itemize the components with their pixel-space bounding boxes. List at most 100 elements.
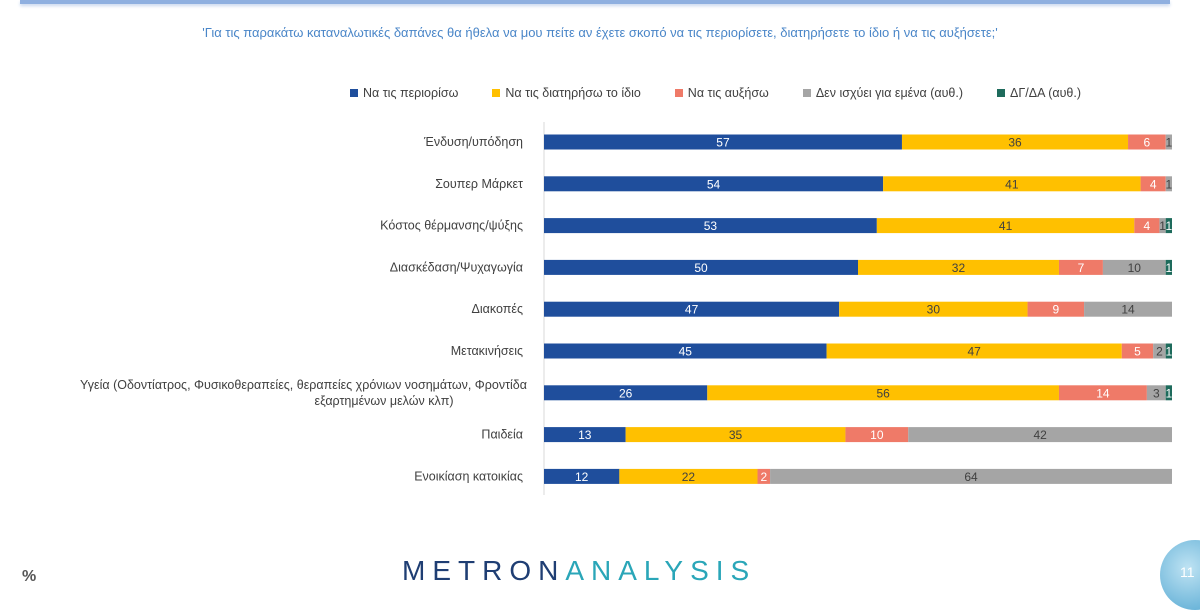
data-label: 13 <box>578 428 592 442</box>
legend-swatch <box>492 89 501 97</box>
category-label: Παιδεία <box>481 428 523 442</box>
legend-label: Να τις περιορίσω <box>363 86 459 100</box>
data-label: 5 <box>1134 345 1141 359</box>
data-label: 1 <box>1166 177 1173 191</box>
data-label: 2 <box>1156 345 1163 359</box>
data-label: 41 <box>999 219 1013 233</box>
logo: METRONANALYSIS <box>402 555 756 587</box>
bar-segment <box>544 134 902 150</box>
bar-segment <box>826 343 1122 359</box>
bar-segment <box>1159 218 1166 234</box>
data-label: 1 <box>1166 219 1173 233</box>
legend-swatch <box>350 89 358 97</box>
data-label: 4 <box>1150 177 1157 191</box>
category-label: εξαρτημένων μελών κλπ) <box>315 394 454 408</box>
top-border <box>20 0 1170 4</box>
data-label: 45 <box>679 345 693 359</box>
legend-item: Να τις αυξήσω <box>674 86 769 100</box>
legend: Να τις περιορίσω Να τις διατηρήσω το ίδιο… <box>350 86 1115 100</box>
data-label: 1 <box>1166 345 1173 359</box>
category-label: Διασκέδαση/Ψυχαγωγία <box>390 260 523 274</box>
bar-segment <box>1134 218 1160 234</box>
data-label: 14 <box>1121 303 1135 317</box>
category-label: Υγεία (Οδοντίατρος, Φυσικοθεραπείες, θερ… <box>80 378 527 392</box>
category-label: Μετακινήσεις <box>451 344 523 358</box>
bar-segment <box>1121 343 1154 359</box>
chart-title: 'Για τις παρακάτω καταναλωτικές δαπάνες … <box>202 25 998 40</box>
bar-segment <box>544 385 708 401</box>
bar-segment <box>544 218 877 234</box>
data-label: 53 <box>704 219 718 233</box>
category-label: Ενοικίαση κατοικίας <box>414 469 523 483</box>
data-label: 56 <box>876 386 890 400</box>
data-label: 1 <box>1159 219 1166 233</box>
data-label: 47 <box>685 303 699 317</box>
bar-segment <box>883 176 1141 192</box>
bar-segment <box>839 301 1028 317</box>
percent-icon: % <box>22 568 37 585</box>
bar-segment <box>1165 218 1172 234</box>
legend-item: Δεν ισχύει για εμένα (αυθ.) <box>802 86 964 100</box>
legend-swatch <box>674 89 683 97</box>
bar-segment <box>901 134 1129 150</box>
legend-label: Να τις διατηρήσω το ίδιο <box>505 86 641 100</box>
data-label: 41 <box>1005 177 1019 191</box>
data-label: 1 <box>1166 136 1173 150</box>
bar-segment <box>707 385 1059 401</box>
logo-metron: METRON <box>402 555 566 586</box>
data-label: 12 <box>575 470 589 484</box>
legend-item: Να τις διατηρήσω το ίδιο <box>492 86 641 100</box>
legend-label: Δεν ισχύει για εμένα (αυθ.) <box>815 86 964 100</box>
bar-segment <box>1165 134 1172 150</box>
bar-segment <box>908 427 1172 443</box>
data-label: 1 <box>1166 386 1173 400</box>
data-label: 32 <box>952 261 966 275</box>
legend-label: ΔΓ/ΔΑ (αυθ.) <box>1010 86 1082 100</box>
data-label: 54 <box>707 177 721 191</box>
data-label: 26 <box>619 386 633 400</box>
data-label: 2 <box>760 470 767 484</box>
category-label: Ένδυση/υπόδηση <box>423 135 523 149</box>
bar-segment <box>544 259 858 275</box>
bar-segment <box>1153 343 1166 359</box>
bar-segment <box>1165 385 1172 401</box>
bar-segment <box>544 176 884 192</box>
data-label: 4 <box>1144 219 1151 233</box>
bar-segment <box>845 427 909 443</box>
bar-segment <box>1165 343 1172 359</box>
category-label: Διακοπές <box>472 302 523 316</box>
data-label: 64 <box>964 470 978 484</box>
data-label: 10 <box>870 428 884 442</box>
bar-segment <box>770 468 1172 484</box>
data-label: 35 <box>729 428 743 442</box>
data-label: 42 <box>1033 428 1047 442</box>
data-label: 47 <box>968 345 982 359</box>
legend-label: Να τις αυξήσω <box>687 86 769 100</box>
legend-swatch <box>802 89 811 97</box>
bar-segment <box>1146 385 1166 401</box>
bar-segment <box>1140 176 1166 192</box>
legend-item: Να τις περιορίσω <box>350 86 458 100</box>
bar-segment <box>544 427 626 443</box>
data-label: 50 <box>694 261 708 275</box>
data-label: 6 <box>1144 136 1151 150</box>
data-label: 1 <box>1166 261 1173 275</box>
legend-item: ΔΓ/ΔΑ (αυθ.) <box>997 86 1081 100</box>
bar-segment <box>1165 259 1172 275</box>
bar-segment <box>1058 385 1147 401</box>
data-label: 14 <box>1096 386 1110 400</box>
data-label: 7 <box>1078 261 1085 275</box>
bar-segment <box>625 427 846 443</box>
bar-segment <box>1102 259 1166 275</box>
bar-segment <box>876 218 1135 234</box>
legend-swatch <box>997 89 1006 97</box>
category-label: Κόστος θέρμανσης/ψύξης <box>380 219 523 233</box>
bar-segment <box>1165 176 1172 192</box>
bar-segment <box>1027 301 1085 317</box>
bar-segment <box>1128 134 1166 150</box>
data-label: 10 <box>1128 261 1142 275</box>
data-label: 57 <box>716 136 730 150</box>
bar-segment <box>1058 259 1103 275</box>
data-label: 36 <box>1008 136 1022 150</box>
